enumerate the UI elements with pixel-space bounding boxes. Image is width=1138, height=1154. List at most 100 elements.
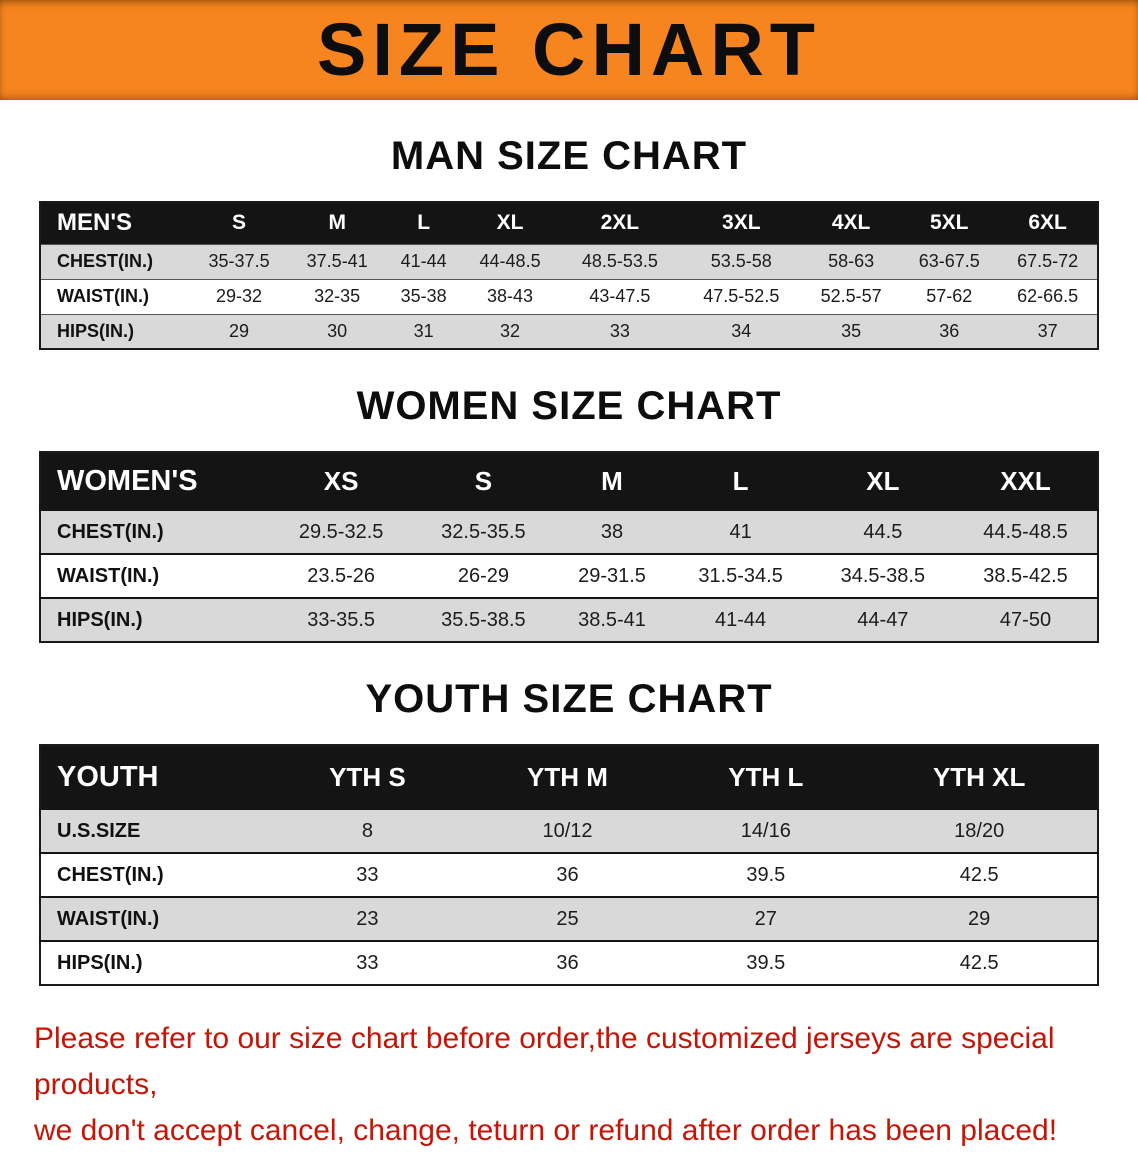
- table-cell: 36: [464, 940, 671, 985]
- table-cell: 53.5-58: [680, 243, 803, 279]
- table-corner-label: MEN'S: [40, 202, 190, 244]
- row-label: CHEST(IN.): [40, 243, 190, 279]
- column-header: YTH S: [270, 745, 465, 809]
- table-row: WAIST(IN.) 23 25 27 29: [40, 896, 1098, 941]
- size-chart-section: MAN SIZE CHART MEN'S S M L XL 2XL 3XL 4XL 5XL 6XL…: [0, 134, 1138, 350]
- table-cell: 38.5-41: [554, 597, 670, 642]
- table-cell: 43-47.5: [559, 278, 681, 314]
- table-cell: 42.5: [861, 940, 1098, 985]
- table-cell: 35-37.5: [190, 243, 289, 279]
- table-cell: 26-29: [412, 553, 555, 598]
- size-chart-section: WOMEN SIZE CHART WOMEN'S XS S M L XL XXL CHEST…: [0, 384, 1138, 643]
- table-cell: 29: [861, 896, 1098, 941]
- table-cell: 41-44: [669, 597, 812, 642]
- table-cell: 41: [669, 509, 812, 554]
- table-cell: 25: [464, 896, 671, 941]
- table-cell: 29: [190, 313, 289, 349]
- table-row: CHEST(IN.) 33 36 39.5 42.5: [40, 852, 1098, 897]
- table-cell: 8: [270, 808, 465, 853]
- table-cell: 35: [802, 313, 901, 349]
- table-cell: 62-66.5: [998, 278, 1098, 314]
- column-header: M: [288, 202, 387, 244]
- table-cell: 33: [270, 852, 465, 897]
- table-row: HIPS(IN.) 29 30 31 32 33 34 35 36 37: [40, 313, 1098, 349]
- table-cell: 58-63: [802, 243, 901, 279]
- table-cell: 31: [386, 313, 461, 349]
- table-cell: 34.5-38.5: [811, 553, 954, 598]
- table-cell: 44-47: [811, 597, 954, 642]
- table-cell: 32.5-35.5: [412, 509, 555, 554]
- table-cell: 63-67.5: [900, 243, 999, 279]
- footer-note: Please refer to our size chart before or…: [34, 1016, 1138, 1154]
- column-header: S: [190, 202, 289, 244]
- column-header: M: [554, 452, 670, 510]
- row-label: WAIST(IN.): [40, 553, 270, 598]
- table-cell: 10/12: [464, 808, 671, 853]
- table-cell: 67.5-72: [998, 243, 1098, 279]
- row-label: WAIST(IN.): [40, 278, 190, 314]
- table-cell: 29-31.5: [554, 553, 670, 598]
- table-header-row: MEN'S S M L XL 2XL 3XL 4XL 5XL 6XL: [40, 202, 1098, 244]
- table-cell: 36: [464, 852, 671, 897]
- table-cell: 39.5: [670, 940, 862, 985]
- row-label: CHEST(IN.): [40, 852, 270, 897]
- table-cell: 32: [461, 313, 560, 349]
- table-cell: 37: [998, 313, 1098, 349]
- row-label: HIPS(IN.): [40, 940, 270, 985]
- table-row: WAIST(IN.) 23.5-26 26-29 29-31.5 31.5-34.5 34…: [40, 553, 1098, 598]
- table-cell: 35-38: [386, 278, 461, 314]
- table-cell: 52.5-57: [802, 278, 901, 314]
- table-cell: 32-35: [288, 278, 387, 314]
- table-row: CHEST(IN.) 29.5-32.5 32.5-35.5 38 41 44.5 44.5…: [40, 509, 1098, 554]
- footer-note-line-2: we don't accept cancel, change, teturn o…: [34, 1114, 1058, 1147]
- table-cell: 35.5-38.5: [412, 597, 555, 642]
- column-header: L: [386, 202, 461, 244]
- section-heading: WOMEN SIZE CHART: [356, 384, 782, 428]
- table-cell: 44.5-48.5: [954, 509, 1098, 554]
- column-header: 6XL: [998, 202, 1098, 244]
- column-header: 2XL: [559, 202, 681, 244]
- row-label: WAIST(IN.): [40, 896, 270, 941]
- table-cell: 42.5: [861, 852, 1098, 897]
- column-header: XS: [270, 452, 413, 510]
- column-header: YTH M: [464, 745, 671, 809]
- size-chart-banner: SIZE CHART: [0, 0, 1138, 100]
- column-header: 3XL: [680, 202, 803, 244]
- table-cell: 34: [680, 313, 803, 349]
- footer-note-line-1: Please refer to our size chart before or…: [34, 1022, 1055, 1101]
- section-heading: YOUTH SIZE CHART: [365, 677, 773, 721]
- row-label: U.S.SIZE: [40, 808, 270, 853]
- table-cell: 18/20: [861, 808, 1098, 853]
- table-cell: 23.5-26: [270, 553, 413, 598]
- table-cell: 38.5-42.5: [954, 553, 1098, 598]
- column-header: L: [669, 452, 812, 510]
- table-header-row: WOMEN'S XS S M L XL XXL: [40, 452, 1098, 510]
- column-header: 5XL: [900, 202, 999, 244]
- table-cell: 48.5-53.5: [559, 243, 681, 279]
- table-cell: 37.5-41: [288, 243, 387, 279]
- size-chart-sections: MAN SIZE CHART MEN'S S M L XL 2XL 3XL 4XL 5XL 6XL…: [0, 134, 1138, 986]
- table-cell: 30: [288, 313, 387, 349]
- table-cell: 33-35.5: [270, 597, 413, 642]
- table-cell: 39.5: [670, 852, 862, 897]
- table-row: CHEST(IN.) 35-37.5 37.5-41 41-44 44-48.5 48.5…: [40, 243, 1098, 279]
- column-header: S: [412, 452, 555, 510]
- column-header: 4XL: [802, 202, 901, 244]
- column-header: YTH L: [670, 745, 862, 809]
- banner-title: SIZE CHART: [317, 8, 821, 91]
- section-heading: MAN SIZE CHART: [390, 134, 748, 178]
- table-corner-label: WOMEN'S: [40, 452, 270, 510]
- row-label: HIPS(IN.): [40, 313, 190, 349]
- size-table: MEN'S S M L XL 2XL 3XL 4XL 5XL 6XL CHEST(IN.) 35-3…: [39, 201, 1099, 350]
- table-cell: 44-48.5: [461, 243, 560, 279]
- table-corner-label: YOUTH: [40, 745, 270, 809]
- table-cell: 38-43: [461, 278, 560, 314]
- table-cell: 29-32: [190, 278, 289, 314]
- size-chart-section: YOUTH SIZE CHART YOUTH YTH S YTH M YTH L YTH…: [0, 677, 1138, 986]
- table-header-row: YOUTH YTH S YTH M YTH L YTH XL: [40, 745, 1098, 809]
- table-cell: 47-50: [954, 597, 1098, 642]
- size-table: YOUTH YTH S YTH M YTH L YTH XL U.S.SIZE 8 10/1…: [39, 744, 1099, 986]
- table-cell: 33: [270, 940, 465, 985]
- table-cell: 31.5-34.5: [669, 553, 812, 598]
- size-table: WOMEN'S XS S M L XL XXL CHEST(IN.) 29.5-32.5 32.…: [39, 451, 1099, 643]
